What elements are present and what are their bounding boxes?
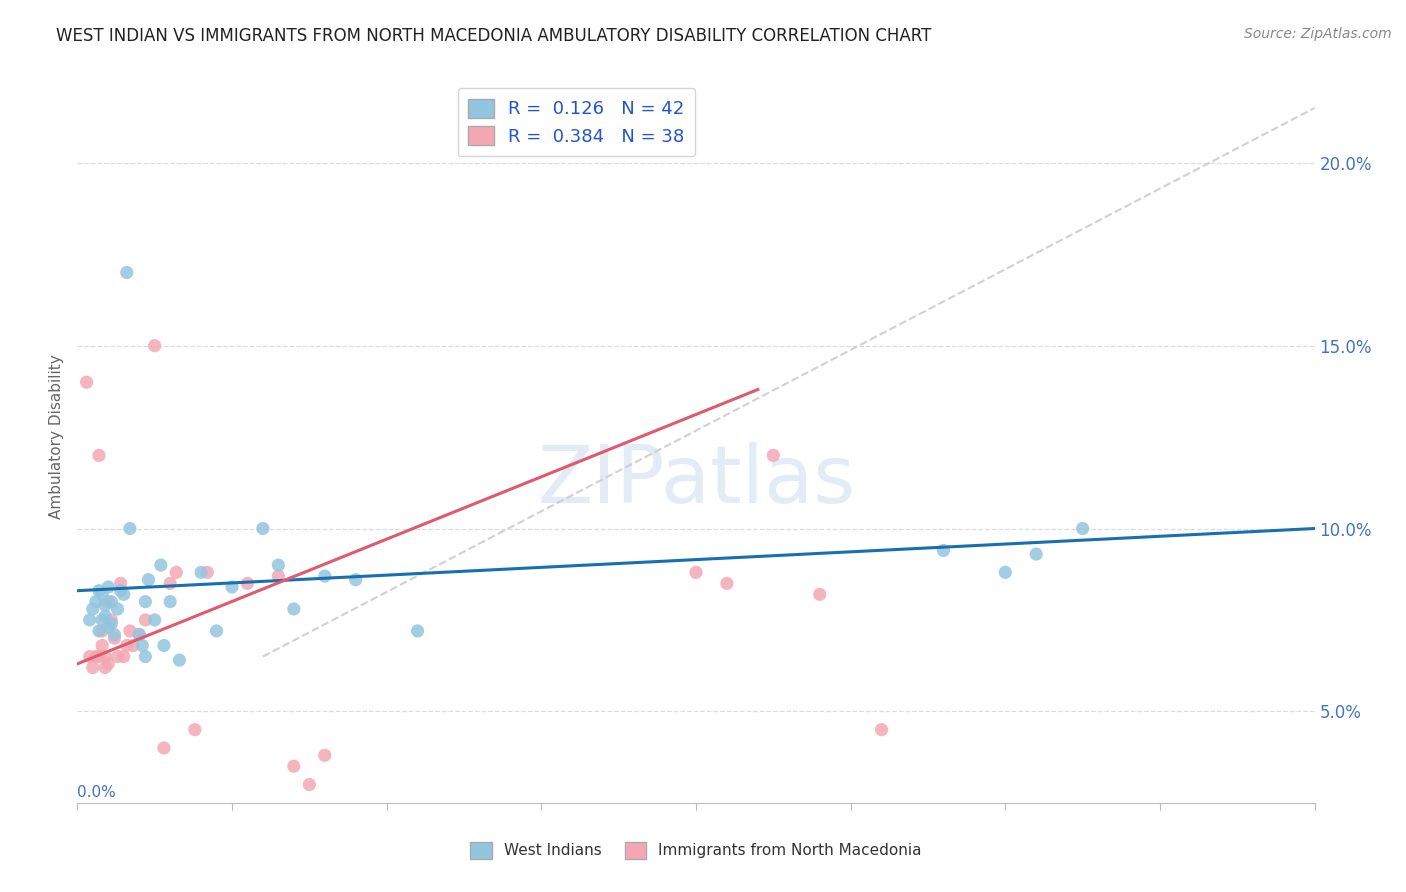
Point (100, 594, 122, 608)
Point (87, 583, 110, 598)
Point (103, 627, 125, 641)
Point (169, 653, 191, 667)
Point (112, 587, 135, 601)
Point (283, 759, 305, 773)
Point (143, 339, 166, 353)
Point (87, 448, 110, 462)
Point (128, 627, 150, 641)
Point (100, 613, 122, 627)
Point (1071, 521, 1094, 535)
Point (138, 573, 160, 587)
Point (870, 723, 893, 737)
Point (107, 602, 129, 616)
Point (932, 543, 955, 558)
Point (143, 613, 166, 627)
Point (298, 777, 321, 792)
Point (84, 594, 107, 608)
Text: WEST INDIAN VS IMMIGRANTS FROM NORTH MACEDONIA AMBULATORY DISABILITY CORRELATION: WEST INDIAN VS IMMIGRANTS FROM NORTH MAC… (56, 27, 932, 45)
Point (97, 594, 120, 608)
Y-axis label: Ambulatory Disability: Ambulatory Disability (49, 355, 65, 519)
Point (82, 602, 104, 616)
Point (79, 649, 101, 664)
Point (94, 649, 117, 664)
Point (122, 639, 145, 653)
Point (91, 613, 114, 627)
Point (252, 521, 274, 535)
Point (87, 649, 110, 664)
Point (134, 649, 156, 664)
Point (84, 649, 107, 664)
Point (91, 639, 114, 653)
Point (314, 748, 336, 763)
Point (153, 740, 176, 755)
Point (344, 573, 367, 587)
Point (118, 624, 141, 638)
Point (115, 266, 138, 280)
Point (195, 566, 218, 580)
Point (149, 558, 172, 573)
Point (87, 624, 110, 638)
Point (128, 627, 150, 641)
Point (134, 594, 156, 608)
Point (762, 448, 785, 462)
Text: Source: ZipAtlas.com: Source: ZipAtlas.com (1244, 27, 1392, 41)
Point (131, 639, 153, 653)
Point (79, 613, 101, 627)
Point (236, 576, 259, 591)
Point (159, 576, 181, 591)
Point (205, 624, 228, 638)
Point (159, 594, 181, 608)
Point (134, 613, 156, 627)
Legend: West Indians, Immigrants from North Macedonia: West Indians, Immigrants from North Mace… (464, 836, 928, 864)
Point (94, 660, 117, 674)
Point (221, 580, 243, 594)
Point (94, 609, 117, 624)
Point (110, 583, 132, 598)
Point (184, 723, 207, 737)
Point (91, 587, 114, 601)
Text: ZIPatlas: ZIPatlas (537, 442, 855, 520)
Point (82, 660, 104, 674)
Point (314, 569, 336, 583)
Point (110, 576, 132, 591)
Point (97, 657, 120, 671)
Text: 0.0%: 0.0% (77, 785, 117, 799)
Point (406, 624, 429, 638)
Point (153, 639, 176, 653)
Point (115, 639, 138, 653)
Point (808, 587, 831, 601)
Point (112, 649, 135, 664)
Point (190, 566, 212, 580)
Point (91, 624, 114, 638)
Point (283, 602, 305, 616)
Point (97, 620, 120, 634)
Point (94, 599, 117, 613)
Point (267, 558, 290, 573)
Point (103, 632, 125, 646)
Point (1025, 547, 1047, 561)
Point (100, 616, 122, 631)
Point (97, 580, 120, 594)
Point (165, 566, 187, 580)
Point (107, 649, 129, 664)
Point (267, 569, 290, 583)
Point (118, 521, 141, 535)
Point (994, 566, 1017, 580)
Point (685, 566, 707, 580)
Point (76, 375, 98, 389)
Point (716, 576, 738, 591)
